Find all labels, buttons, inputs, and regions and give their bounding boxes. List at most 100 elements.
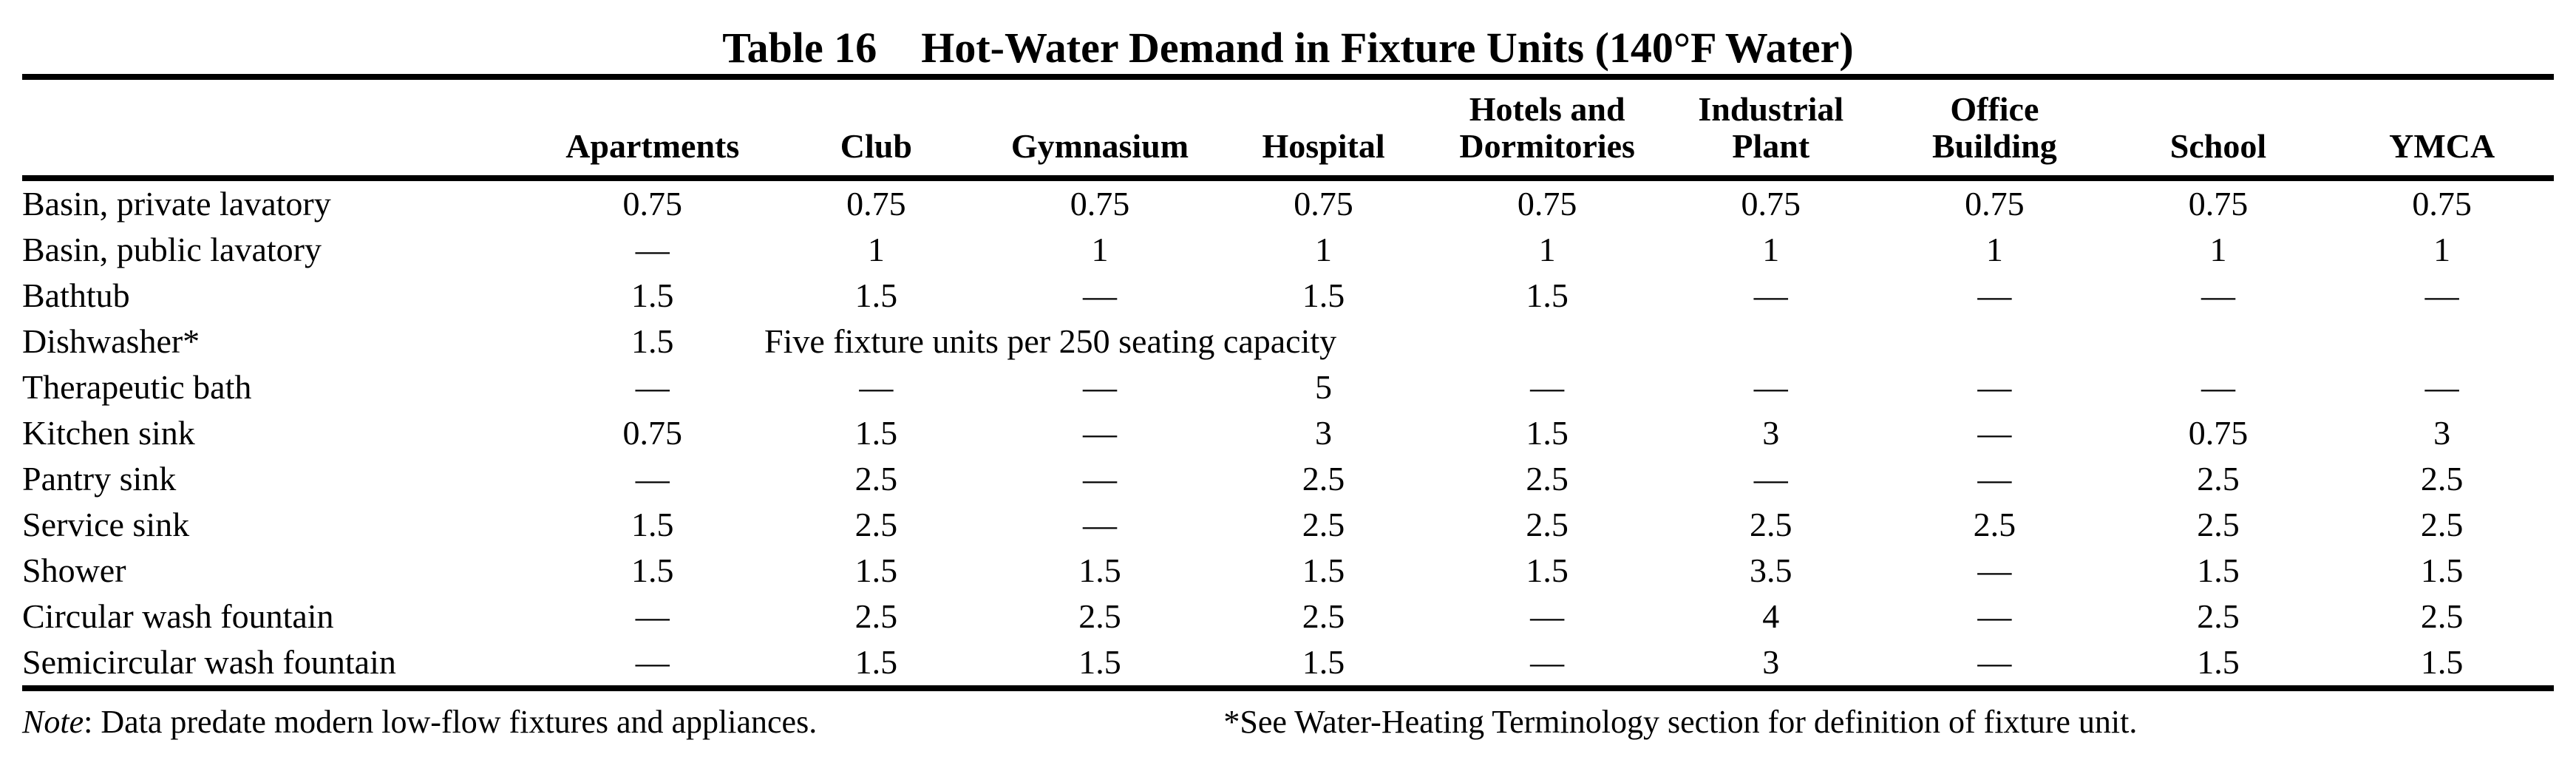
value-cell: 1.5 [854, 643, 898, 681]
value-cell: 2.5 [854, 506, 898, 543]
value-cell: — [635, 231, 670, 268]
row-label: Basin, public lavatory [22, 231, 322, 268]
value-cell: 1.5 [2197, 551, 2240, 589]
table-row: Dishwasher* 1.5 Five fixture units per 250… [22, 319, 2554, 364]
row-label: Service sink [22, 506, 190, 543]
value-cell: — [1082, 414, 1117, 452]
value-cell: 4 [1762, 597, 1780, 635]
value-cell: — [1082, 368, 1117, 406]
value-cell: 1.5 [1526, 414, 1569, 452]
value-cell: 0.75 [1435, 175, 1659, 227]
value-cell: 0.75 [1883, 175, 2107, 227]
asterisk-footnote: *See Water-Heating Terminology section f… [1223, 704, 2138, 740]
value-cell: 1.5 [631, 506, 674, 543]
value-cell: 2.5 [2197, 597, 2240, 635]
row-label: Bathtub [22, 276, 130, 314]
value-cell: 1.5 [1526, 551, 1569, 589]
row-label: Basin, private lavatory [22, 175, 541, 227]
header-row: Apartments Club Gymnasium Hospital Hotels an… [22, 74, 2554, 178]
value-cell: 2.5 [1078, 597, 1121, 635]
value-cell: — [1977, 276, 2012, 314]
table-row: Basin, public lavatory — 1 1 1 1 1 1 1 1 [22, 227, 2554, 273]
value-cell: 1.5 [854, 551, 898, 589]
table-row: Pantry sink — 2.5 — 2.5 2.5 — — 2.5 2.5 [22, 456, 2554, 502]
value-cell: 2.5 [2420, 506, 2464, 543]
value-cell: 3 [1762, 643, 1780, 681]
value-cell: — [1082, 460, 1117, 498]
value-cell: 2.5 [1526, 506, 1569, 543]
value-cell: — [635, 597, 670, 635]
value-cell: 2.5 [1526, 460, 1569, 498]
row-label: Kitchen sink [22, 414, 195, 452]
value-cell: 1 [1538, 231, 1556, 268]
value-cell: 2.5 [2420, 597, 2464, 635]
row-label: Dishwasher* [22, 322, 200, 360]
column-header: Club [764, 74, 988, 178]
value-cell: 0.75 [540, 175, 765, 227]
value-cell: 3 [1762, 414, 1780, 452]
value-cell: — [2201, 368, 2235, 406]
value-cell: 0.75 [2188, 414, 2249, 452]
value-cell: 2.5 [2197, 506, 2240, 543]
span-note-cell: Five fixture units per 250 seating capac… [764, 322, 1337, 360]
value-cell: 1.5 [1526, 276, 1569, 314]
value-cell: 0.75 [764, 175, 988, 227]
value-cell [1883, 319, 2107, 364]
value-cell: 1 [1762, 231, 1780, 268]
value-cell: 1 [1985, 231, 2003, 268]
table-row: Shower 1.5 1.5 1.5 1.5 1.5 3.5 — 1.5 1.5 [22, 548, 2554, 594]
table-row: Therapeutic bath — — — 5 — — — — — [22, 364, 2554, 410]
note-label: Note [22, 704, 84, 740]
value-cell: — [1977, 643, 2012, 681]
row-label: Circular wash fountain [22, 597, 334, 635]
value-cell: 0.75 [2106, 175, 2331, 227]
value-cell: 1 [1091, 231, 1109, 268]
value-cell: 2.5 [1302, 460, 1345, 498]
table-title-text: Hot-Water Demand in Fixture Units (140°F… [921, 24, 1854, 72]
value-cell: 5 [1315, 368, 1333, 406]
value-cell: 1.5 [854, 414, 898, 452]
table-title: Table 16 Hot-Water Demand in Fixture Unit… [0, 0, 2576, 74]
value-cell: 2.5 [1302, 506, 1345, 543]
value-cell: — [1753, 276, 1788, 314]
value-cell: — [1977, 368, 2012, 406]
value-cell: 2.5 [2420, 460, 2464, 498]
value-cell: 1.5 [631, 551, 674, 589]
row-label: Shower [22, 551, 126, 589]
table-row: Basin, private lavatory 0.75 0.75 0.75 0.75 0… [22, 175, 2554, 227]
value-cell: 1.5 [631, 322, 674, 360]
value-cell [2107, 319, 2331, 364]
value-cell: 1.5 [2420, 643, 2464, 681]
value-cell: 1.5 [854, 276, 898, 314]
table-row: Kitchen sink 0.75 1.5 — 3 1.5 3 — 0.75 3 [22, 410, 2554, 456]
value-cell: 0.75 [622, 414, 682, 452]
value-cell: — [635, 643, 670, 681]
value-cell: — [1082, 276, 1117, 314]
value-cell: 0.75 [1211, 175, 1435, 227]
value-cell: — [2201, 276, 2235, 314]
value-cell: — [2424, 276, 2459, 314]
column-header: Hospital [1211, 74, 1435, 178]
table-row: Circular wash fountain — 2.5 2.5 2.5 — 4 — 2.5 2.… [22, 594, 2554, 639]
value-cell: 1.5 [1078, 551, 1121, 589]
value-cell: 2.5 [854, 460, 898, 498]
value-cell: 2.5 [1302, 597, 1345, 635]
value-cell: 2.5 [854, 597, 898, 635]
value-cell: — [1977, 597, 2012, 635]
value-cell: — [635, 368, 670, 406]
column-header: Industrial Plant [1659, 74, 1883, 178]
value-cell: 1.5 [1078, 643, 1121, 681]
footnotes: Note: Data predate modern low-flow fixtu… [0, 703, 2576, 747]
value-cell: 1.5 [1302, 643, 1345, 681]
row-label: Semicircular wash fountain [22, 643, 396, 681]
table-number: Table 16 [722, 24, 877, 72]
value-cell: — [1753, 368, 1788, 406]
value-cell: 3 [1315, 414, 1333, 452]
table-body: Basin, private lavatory 0.75 0.75 0.75 0.75 0… [22, 175, 2554, 688]
value-cell: 1.5 [631, 276, 674, 314]
table-row: Semicircular wash fountain — 1.5 1.5 1.5 — 3 — 1… [22, 639, 2554, 688]
value-cell: — [2424, 368, 2459, 406]
value-cell: 0.75 [988, 175, 1212, 227]
row-label-header [22, 74, 541, 178]
